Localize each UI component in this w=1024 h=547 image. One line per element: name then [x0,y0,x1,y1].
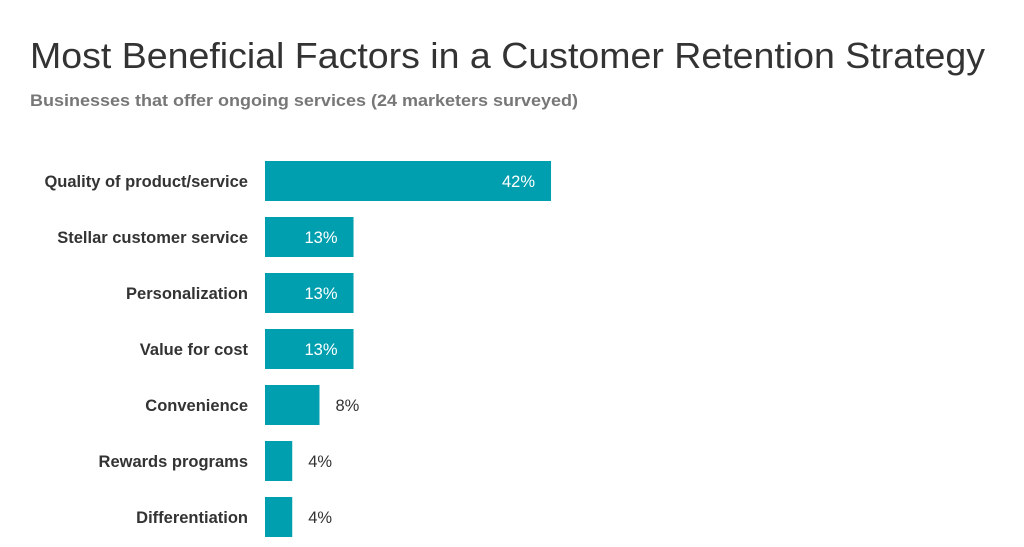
bar [265,161,552,201]
bars-group: Quality of product/service 42% Stellar cus… [44,161,552,537]
bar [265,329,354,369]
data-label: 42% [502,173,535,191]
data-label: 4% [308,509,332,527]
category-label: Stellar customer service [57,229,248,247]
category-label: Personalization [126,285,248,303]
chart-subtitle: Businesses that offer ongoing services (… [30,91,578,110]
category-label: Quality of product/service [44,173,248,191]
category-label: Value for cost [140,341,249,359]
bar [265,497,293,537]
data-label: 13% [304,229,337,247]
bar [265,441,293,481]
bar [265,217,354,257]
bar [265,385,320,425]
category-label: Convenience [145,397,248,415]
category-label: Differentiation [136,509,248,527]
chart-title: Most Beneficial Factors in a Customer Re… [30,35,985,76]
data-label: 8% [335,397,359,415]
data-label: 4% [308,453,332,471]
bar [265,273,354,313]
category-label: Rewards programs [99,453,248,471]
data-label: 13% [304,285,337,303]
data-label: 13% [304,341,337,359]
